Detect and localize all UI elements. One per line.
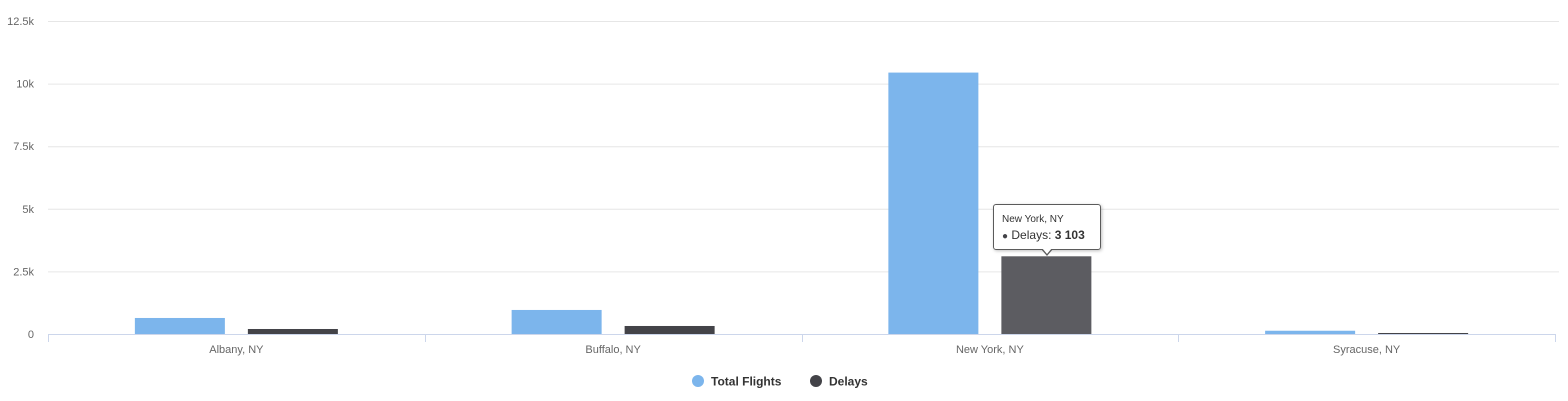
bar-total-flights — [511, 309, 602, 334]
gridlines — [48, 21, 1559, 273]
tooltip-marker: ● — [1002, 231, 1009, 242]
tooltip: New York, NY ● Delays: 3 103 — [993, 204, 1101, 250]
legend-marker — [810, 375, 822, 387]
legend-marker — [692, 375, 704, 387]
y-tick-label: 2.5k — [13, 266, 34, 278]
legend-item-label: Delays — [829, 375, 868, 389]
bar-delays — [247, 328, 338, 334]
tooltip-pointer-inner — [1042, 248, 1052, 254]
y-axis: 0 2.5k 5k 7.5k 10k 12.5k — [7, 16, 34, 341]
y-tick-label: 5k — [22, 204, 34, 216]
bar-total-flights — [1265, 330, 1356, 334]
x-category-label: Albany, NY — [209, 344, 264, 356]
bar-delays — [1001, 256, 1092, 334]
tooltip-series-label: Delays: — [1011, 228, 1055, 242]
tooltip-title: New York, NY — [1002, 214, 1064, 225]
x-category-label: New York, NY — [956, 344, 1025, 356]
tooltip-value: 3 103 — [1054, 228, 1085, 242]
y-tick-label: 0 — [28, 329, 34, 341]
x-axis: Albany, NY Buffalo, NY New York, NY Syracus… — [48, 334, 1556, 356]
y-tick-label: 10k — [16, 79, 34, 91]
y-tick-label: 7.5k — [13, 141, 34, 153]
bar-delays — [1378, 332, 1469, 334]
x-category-label: Syracuse, NY — [1333, 344, 1401, 356]
y-tick-label: 12.5k — [7, 16, 34, 28]
bar-total-flights — [888, 72, 979, 334]
legend-item-label: Total Flights — [711, 375, 782, 389]
legend: Total Flights Delays — [692, 375, 868, 389]
bar-delays — [624, 325, 715, 334]
tooltip-row: ● Delays: 3 103 — [1002, 227, 1092, 245]
bar-total-flights — [134, 317, 225, 334]
bars — [134, 72, 1469, 334]
x-category-label: Buffalo, NY — [585, 344, 641, 356]
